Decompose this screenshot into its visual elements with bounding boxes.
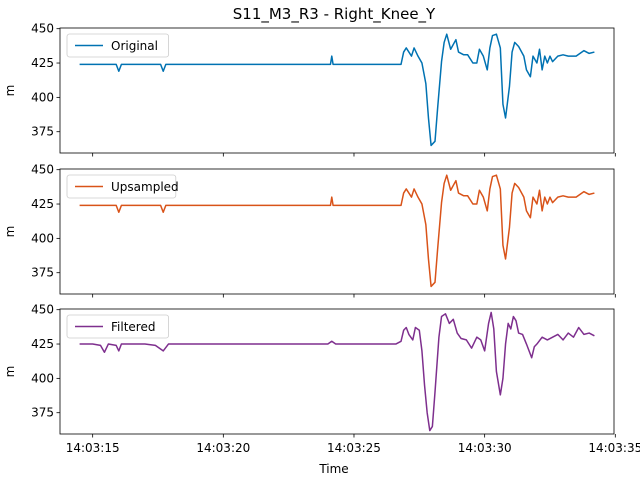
legend-label: Original <box>111 39 158 53</box>
y-axis-label: m <box>3 85 17 97</box>
x-tick-label: 14:03:20 <box>196 441 250 455</box>
subplot-3: 375 400 425 450 m 14:03:15 14:03:20 14:03:25 14:… <box>3 303 640 455</box>
y-tick-label: 400 <box>31 231 54 245</box>
x-tick-label: 14:03:30 <box>458 441 512 455</box>
subplot-panels: 375 400 425 450 m Original 375 400 425 450 m Upsamp… <box>3 22 640 455</box>
axes-frame <box>59 27 615 154</box>
x-tick-label: 14:03:25 <box>327 441 381 455</box>
axes-frame <box>59 308 615 435</box>
subplot-1: 375 400 425 450 m Original <box>3 22 616 157</box>
y-tick-label: 450 <box>31 22 54 36</box>
legend-box <box>66 314 169 339</box>
series-line-upsampled <box>79 174 595 288</box>
legend-label: Upsampled <box>111 180 179 194</box>
chart-title: S11_M3_R3 - Right_Knee_Y <box>233 5 436 24</box>
x-tick-label: 14:03:15 <box>66 441 120 455</box>
axes-frame <box>59 168 615 295</box>
y-tick-label: 425 <box>31 197 54 211</box>
legend-box <box>66 174 177 199</box>
y-tick-label: 400 <box>31 371 54 385</box>
y-tick-label: 400 <box>31 90 54 104</box>
legend-box <box>66 33 169 58</box>
y-axis-label: m <box>3 226 17 238</box>
x-tick-label: 14:03:35 <box>588 441 640 455</box>
y-tick-label: 375 <box>31 266 54 280</box>
series-line-filtered <box>79 311 595 432</box>
y-tick-label: 425 <box>31 56 54 70</box>
legend-label: Filtered <box>111 320 155 334</box>
y-tick-label: 450 <box>31 163 54 177</box>
x-axis-label: Time <box>318 462 348 476</box>
y-axis-label: m <box>3 366 17 378</box>
y-tick-label: 375 <box>31 125 54 139</box>
series-line-original <box>79 33 595 147</box>
y-tick-label: 425 <box>31 337 54 351</box>
subplot-2: 375 400 425 450 m Upsampled <box>3 163 616 298</box>
y-tick-label: 450 <box>31 303 54 317</box>
y-tick-label: 375 <box>31 406 54 420</box>
